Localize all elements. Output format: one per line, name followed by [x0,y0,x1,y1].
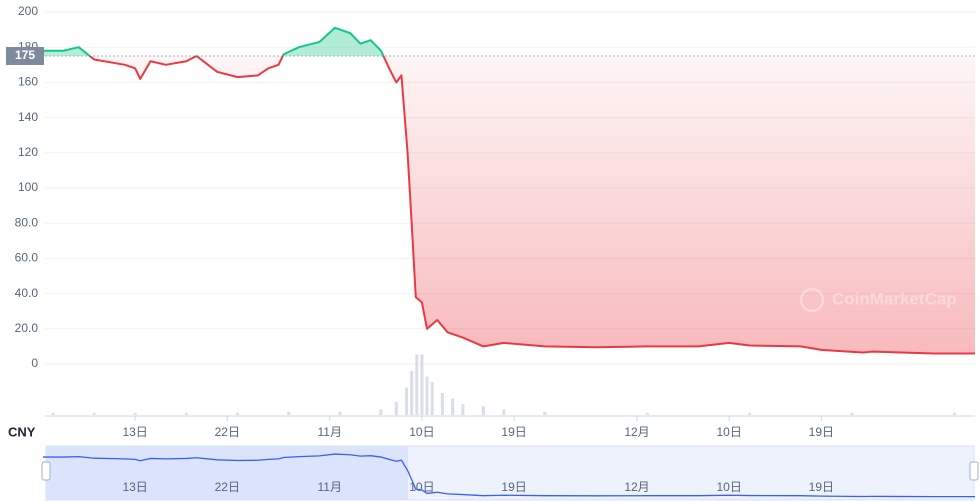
x-tick-label: 13日 [122,425,147,439]
volume-bar [92,412,96,415]
volume-bar [440,393,444,415]
y-tick-label: 20.0 [15,321,39,335]
volume-bar [850,412,854,415]
reference-label-box [6,47,44,65]
volume-bar [748,412,752,415]
navigator-handle[interactable] [969,461,979,481]
navigator-tick-label: 12月 [624,480,649,494]
navigator-tick-label: 22日 [215,480,240,494]
volume-bar [415,354,419,415]
y-tick-label: 60.0 [15,251,39,265]
volume-bar [405,387,409,415]
y-tick-label: 80.0 [15,215,39,229]
navigator-tick-label: 10日 [409,480,434,494]
x-tick-label: 19日 [809,425,834,439]
x-tick-label: 10日 [409,425,434,439]
volume-bar [236,412,240,415]
watermark: CoinMarketCap [799,287,957,313]
volume-bar [953,412,957,415]
volume-bar [338,411,342,415]
price-line-down [88,56,975,355]
y-tick-label: 160 [18,75,38,89]
volume-bar [430,382,434,415]
currency-label: CNY [8,424,36,439]
navigator-handle[interactable] [41,461,51,481]
volume-bar [394,401,398,415]
volume-bar [461,404,465,415]
y-tick-label: 140 [18,110,38,124]
x-tick-label: 10日 [717,425,742,439]
volume-bar [502,409,506,415]
volume-bar [481,406,485,415]
volume-bar [51,412,55,415]
volume-bar [645,412,649,415]
x-tick-label: 12月 [624,425,649,439]
navigator-line [42,453,975,498]
y-tick-label: 0 [31,356,38,370]
navigator-tick-label: 13日 [122,480,147,494]
y-tick-label: 40.0 [15,286,39,300]
volume-bar [133,412,137,415]
volume-bar [451,398,455,415]
volume-bar [543,411,547,415]
y-tick-label: 100 [18,180,38,194]
x-tick-label: 22日 [215,425,240,439]
y-tick-label: 120 [18,145,38,159]
volume-bar [425,376,429,415]
y-tick-label: 200 [18,4,38,18]
navigator-tick-label: 10日 [717,480,742,494]
volume-bar [420,354,424,415]
x-tick-label: 11月 [318,425,342,439]
navigator-tick-label: 11月 [318,480,342,494]
volume-bar [287,411,291,415]
watermark-text: CoinMarketCap [832,289,957,308]
volume-bar [184,412,188,415]
volume-bar [410,371,414,415]
reference-label: 175 [15,48,35,62]
navigator-tick-label: 19日 [501,480,526,494]
x-tick-label: 19日 [501,425,526,439]
area-below [42,56,975,354]
volume-bar [379,409,383,415]
navigator-tick-label: 19日 [809,480,834,494]
